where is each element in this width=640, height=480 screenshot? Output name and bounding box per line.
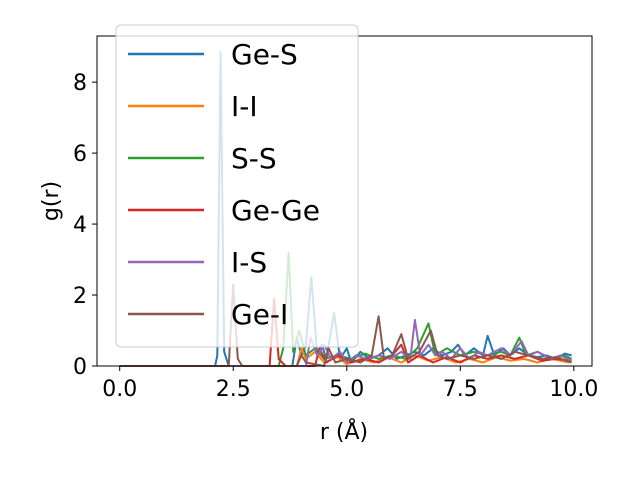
- x-tick-label: 10.0: [549, 377, 598, 402]
- y-tick-label: 0: [73, 355, 87, 380]
- legend-label: S-S: [231, 142, 277, 175]
- legend-label: Ge-Ge: [231, 194, 320, 227]
- legend: Ge-S I-I S-S Ge-Ge I-S Ge-I: [115, 24, 359, 348]
- legend-label: Ge-S: [231, 38, 298, 71]
- y-axis-label: g(r): [39, 181, 64, 221]
- y-tick-label: 8: [73, 71, 87, 96]
- x-axis-label: r (Å): [320, 418, 368, 445]
- x-axis: 0.0 2.5 5.0 7.5 10.0: [102, 366, 598, 402]
- series-line-ge-i: [119, 283, 572, 367]
- legend-label: I-I: [231, 90, 258, 123]
- legend-label: I-S: [231, 246, 267, 279]
- y-axis: 0 2 4 6 8: [73, 71, 97, 380]
- y-tick-label: 6: [73, 142, 87, 167]
- x-tick-label: 7.5: [443, 377, 478, 402]
- y-tick-label: 4: [73, 213, 87, 238]
- x-tick-label: 5.0: [329, 377, 364, 402]
- legend-label: Ge-I: [231, 298, 288, 331]
- x-tick-label: 2.5: [216, 377, 251, 402]
- legend-entries: Ge-S I-I S-S Ge-Ge I-S Ge-I: [128, 38, 320, 331]
- x-tick-label: 0.0: [102, 377, 137, 402]
- y-tick-label: 2: [73, 284, 87, 309]
